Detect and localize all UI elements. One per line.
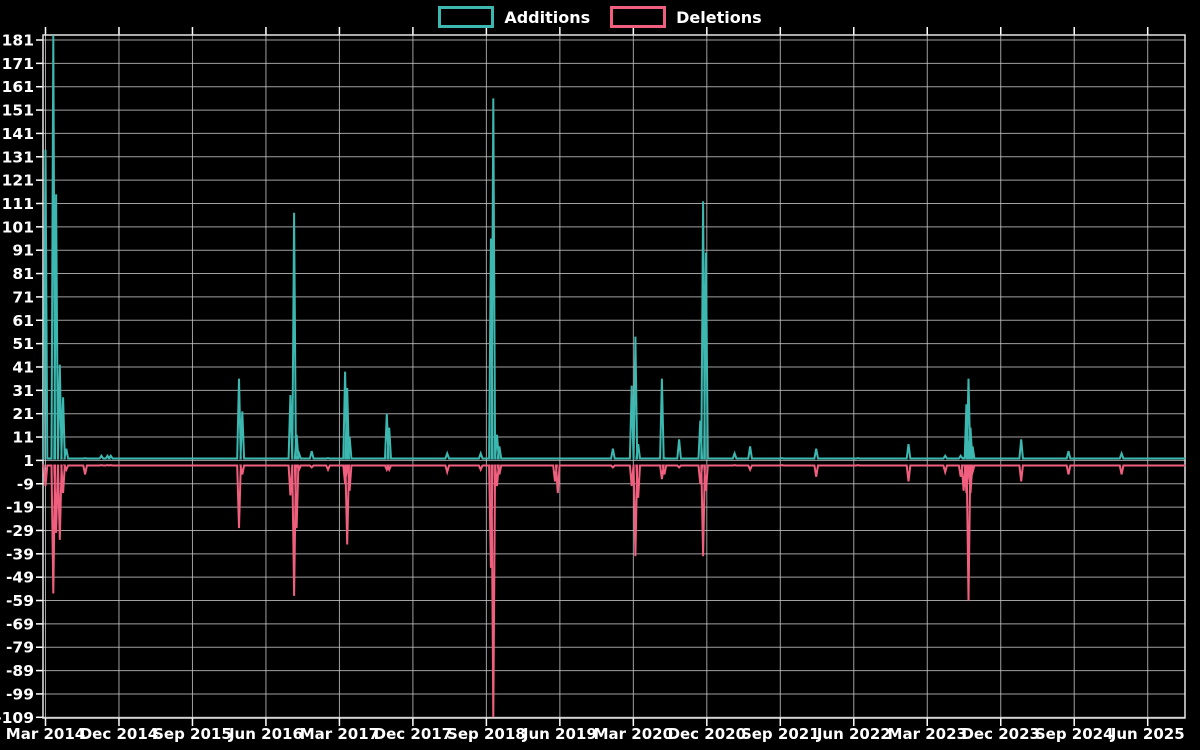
y-tick-label: 71 (12, 288, 34, 306)
x-tick-label: Dec 2020 (668, 725, 747, 743)
y-tick-label: -19 (6, 499, 34, 517)
y-tick-label: 181 (2, 32, 34, 50)
x-tick-label: Mar 2020 (594, 725, 673, 743)
legend-deletions-label: Deletions (676, 7, 762, 27)
y-tick-label: 91 (12, 242, 34, 260)
x-tick-label: Jun 2019 (522, 725, 597, 743)
x-tick-label: Mar 2017 (300, 725, 379, 743)
x-tick-label: Dec 2023 (961, 725, 1040, 743)
y-tick-label: -79 (6, 639, 34, 657)
y-tick-label: 141 (2, 125, 34, 143)
y-tick-label: 161 (2, 78, 34, 96)
y-tick-label: -49 (6, 569, 34, 587)
x-tick-label: Sep 2021 (741, 725, 820, 743)
y-tick-label: -89 (6, 662, 34, 680)
x-tick-label: Jun 2016 (228, 725, 303, 743)
x-tick-label: Sep 2015 (153, 725, 232, 743)
y-tick-label: 171 (2, 55, 34, 73)
y-tick-label: 11 (12, 429, 34, 447)
deletions-line (42, 464, 1186, 718)
additions-line (42, 35, 1186, 460)
chart-legend: Additions Deletions (0, 6, 1200, 28)
y-tick-label: 1 (23, 452, 34, 470)
y-tick-label: -99 (6, 685, 34, 703)
x-tick-label: Sep 2018 (447, 725, 526, 743)
y-tick-label: 51 (12, 335, 34, 353)
y-tick-label: 101 (2, 218, 34, 236)
y-tick-label: 131 (2, 148, 34, 166)
y-tick-label: -59 (6, 592, 34, 610)
y-tick-label: -39 (6, 545, 34, 563)
x-tick-label: Dec 2014 (80, 725, 159, 743)
legend-additions-label: Additions (504, 7, 591, 27)
y-tick-label: -69 (6, 615, 34, 633)
y-tick-label: 21 (12, 405, 34, 423)
x-tick-label: Jun 2025 (1110, 725, 1185, 743)
x-tick-label: Jun 2022 (816, 725, 891, 743)
legend-item-deletions[interactable]: Deletions (610, 6, 762, 28)
legend-item-additions[interactable]: Additions (438, 6, 590, 28)
y-tick-label: -9 (17, 475, 34, 493)
additions-swatch-icon (438, 6, 495, 28)
x-tick-label: Sep 2024 (1035, 725, 1114, 743)
plot-border (42, 34, 1186, 719)
deletions-swatch-icon (610, 6, 667, 28)
y-tick-label: 31 (12, 382, 34, 400)
y-tick-label: -109 (0, 709, 34, 727)
y-tick-label: 61 (12, 312, 34, 330)
y-tick-label: 121 (2, 172, 34, 190)
y-tick-label: 81 (12, 265, 34, 283)
y-tick-label: 111 (2, 195, 34, 213)
y-tick-label: 41 (12, 358, 34, 376)
x-tick-label: Mar 2023 (888, 725, 967, 743)
y-tick-label: 151 (2, 102, 34, 120)
y-tick-label: -29 (6, 522, 34, 540)
x-tick-label: Mar 2014 (6, 725, 85, 743)
x-tick-label: Dec 2017 (374, 725, 453, 743)
